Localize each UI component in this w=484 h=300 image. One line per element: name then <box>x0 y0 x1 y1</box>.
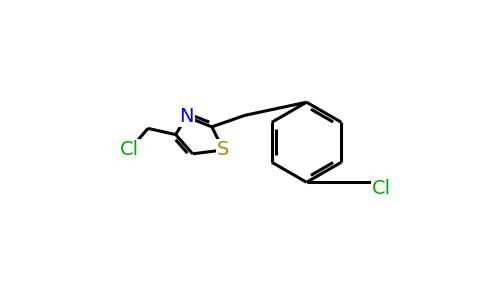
Text: N: N <box>179 107 194 126</box>
Text: S: S <box>217 140 229 160</box>
Text: Cl: Cl <box>372 179 391 198</box>
Text: Cl: Cl <box>120 140 139 159</box>
